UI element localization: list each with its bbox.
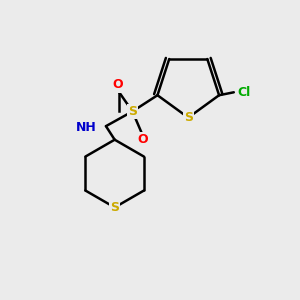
Text: NH: NH [76, 121, 97, 134]
Text: S: S [128, 105, 137, 118]
Text: S: S [184, 111, 193, 124]
Text: O: O [137, 133, 148, 146]
Text: O: O [112, 78, 123, 92]
Text: S: S [110, 201, 119, 214]
Text: Cl: Cl [238, 86, 251, 99]
